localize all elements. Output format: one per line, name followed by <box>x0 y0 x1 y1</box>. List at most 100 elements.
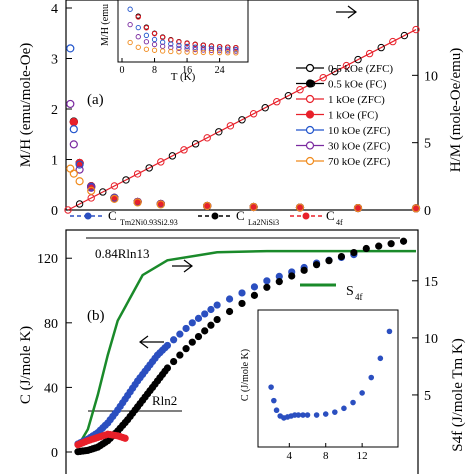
panel-a-inset-point <box>208 49 215 56</box>
panel-b-right-tick-label: 15 <box>424 275 438 290</box>
hm-inverse-point <box>400 31 409 40</box>
panel-a-inset-point <box>233 48 239 54</box>
panel-b-data-point <box>238 289 246 297</box>
panel-a-inset-point <box>233 46 239 53</box>
panel-a-inset-xlabel: T (K) <box>171 71 196 83</box>
legend-c-tm: C <box>108 208 117 223</box>
hm-inverse-point <box>203 134 211 142</box>
legend-sub-la: La2NiSi3 <box>248 218 279 227</box>
hm-inverse-point <box>191 140 200 148</box>
panel-b-data-point <box>176 351 184 359</box>
panel-a-left-tick-label: 0 <box>51 204 58 219</box>
panel-b-data-point <box>201 310 209 318</box>
hm-inverse-point <box>389 37 397 46</box>
panel-a-legend-marker <box>305 63 315 73</box>
panel-a-inset-point <box>184 43 190 50</box>
panel-b-inset-point <box>350 399 356 406</box>
panel-b-inset-point <box>386 328 393 335</box>
panel-b-left-tick-label: 120 <box>37 252 58 267</box>
panel-a-inset-point <box>184 46 190 52</box>
panel-b-data-point <box>170 357 178 366</box>
panel-b-data-point <box>225 295 234 303</box>
panel-a-left-tick-label: 2 <box>51 103 58 118</box>
panel-a-left-tick-label: 4 <box>51 2 58 17</box>
panel-a-data-point <box>110 194 119 203</box>
hm-inverse-point <box>238 116 246 124</box>
panel-b-left-tick-label: 80 <box>44 317 58 332</box>
panel-b-right-tick-label: 10 <box>424 332 438 347</box>
panel-a-data-point <box>411 204 421 213</box>
panel-b-data-point <box>362 244 370 253</box>
panel-b-data-point <box>387 240 395 248</box>
hm-inverse-point <box>75 200 84 208</box>
panel-a-inset-point <box>127 6 133 12</box>
panel-a-legend-label: 1 kOe (ZFC) <box>328 94 385 106</box>
hm-inverse-point <box>215 128 223 136</box>
panel-b-data-point <box>312 261 321 269</box>
panel-a-inset-point <box>176 42 182 49</box>
panel-a-inset-point <box>151 36 158 43</box>
hm-inverse-point <box>110 182 119 190</box>
panel-a-inset-point <box>184 49 190 55</box>
panel-a-inset-point <box>135 34 141 40</box>
panel-a-inset-point <box>192 44 198 50</box>
panel-a-inset-point <box>135 14 141 20</box>
panel-b-data-point <box>182 324 190 333</box>
panel-a-inset-point <box>216 44 223 50</box>
panel-a-legend-label: 0.5 kOe (ZFC) <box>328 63 393 75</box>
panel-b-inset-point <box>304 412 311 418</box>
panel-a-inset-point <box>225 48 231 54</box>
panel-b-data-point <box>300 266 308 274</box>
hm-inverse-point <box>226 122 235 130</box>
panel-b-inset-point <box>300 412 306 418</box>
panel-a-data-point <box>66 99 75 109</box>
panel-a-inset-point <box>176 49 182 55</box>
panel-a-inset-point <box>225 50 231 56</box>
panel-a-inset-point <box>200 49 206 56</box>
panel-b-data-point <box>207 305 215 314</box>
panel-b-data-point <box>263 283 271 291</box>
panel-a-data-point <box>133 198 142 207</box>
panel-b-frame <box>65 229 419 474</box>
panel-b-data-point <box>188 338 196 346</box>
panel-b-data-point <box>201 327 209 335</box>
rln2-annotation: Rln2 <box>152 393 177 408</box>
hm-inverse-point <box>296 85 304 94</box>
panel-a-legend-label: 10 kOe (ZFC) <box>328 125 391 137</box>
panel-a-legend-label: 70 kOe (ZFC) <box>328 156 391 168</box>
panel-a-legend-marker <box>305 110 315 119</box>
hm-inverse-point <box>342 61 351 70</box>
hm-inverse-point <box>157 158 165 166</box>
panel-b-data-point <box>337 253 346 261</box>
panel-a-label: (a) <box>87 92 104 108</box>
panel-a-inset-point <box>200 47 206 53</box>
panel-a-inset-tick-label: 0 <box>120 65 125 76</box>
panel-a-inset-tick-label: 8 <box>152 65 157 76</box>
panel-b-legend: C Tm2Ni0.93Si2.93 C La2NiSi3 C 4f <box>70 208 343 227</box>
hm-inverse-point <box>365 49 374 58</box>
panel-a-inset-point <box>216 50 223 56</box>
hm-inverse-point <box>145 164 153 172</box>
panel-b-right-ylabel: S4f (J/mole Tm K) <box>450 338 466 451</box>
legend-c-4f: C <box>326 208 335 223</box>
panel-a-inset-point <box>168 48 174 55</box>
panel-a-data-point <box>75 177 84 186</box>
panel-a-data-point <box>69 169 78 178</box>
panel-a-legend-label: 0.5 kOe (FC) <box>328 79 387 91</box>
panel-b-data-point <box>263 277 271 285</box>
panel-b-data-point <box>399 237 408 245</box>
panel-a-inset-point <box>151 31 158 37</box>
panel-b-inset-point <box>271 397 277 404</box>
hm-inverse-point <box>122 176 130 184</box>
hm-inverse-point <box>180 146 188 154</box>
panel-b-data-point <box>182 345 190 353</box>
panel-a-right-ylabel: H/M (mole-Oe/emu) <box>448 48 464 173</box>
panel-b-data-point <box>163 341 172 350</box>
hm-inverse-point <box>354 55 362 64</box>
rln13-annotation: 0.84Rln13 <box>95 246 150 261</box>
panel-a-inset-point <box>127 21 133 28</box>
arrow-right-panel-b <box>172 259 193 273</box>
panel-a-inset-tick-label: 16 <box>182 65 192 76</box>
panel-a-left-ylabel: M/H (emu/mole-Oe) <box>18 43 34 168</box>
